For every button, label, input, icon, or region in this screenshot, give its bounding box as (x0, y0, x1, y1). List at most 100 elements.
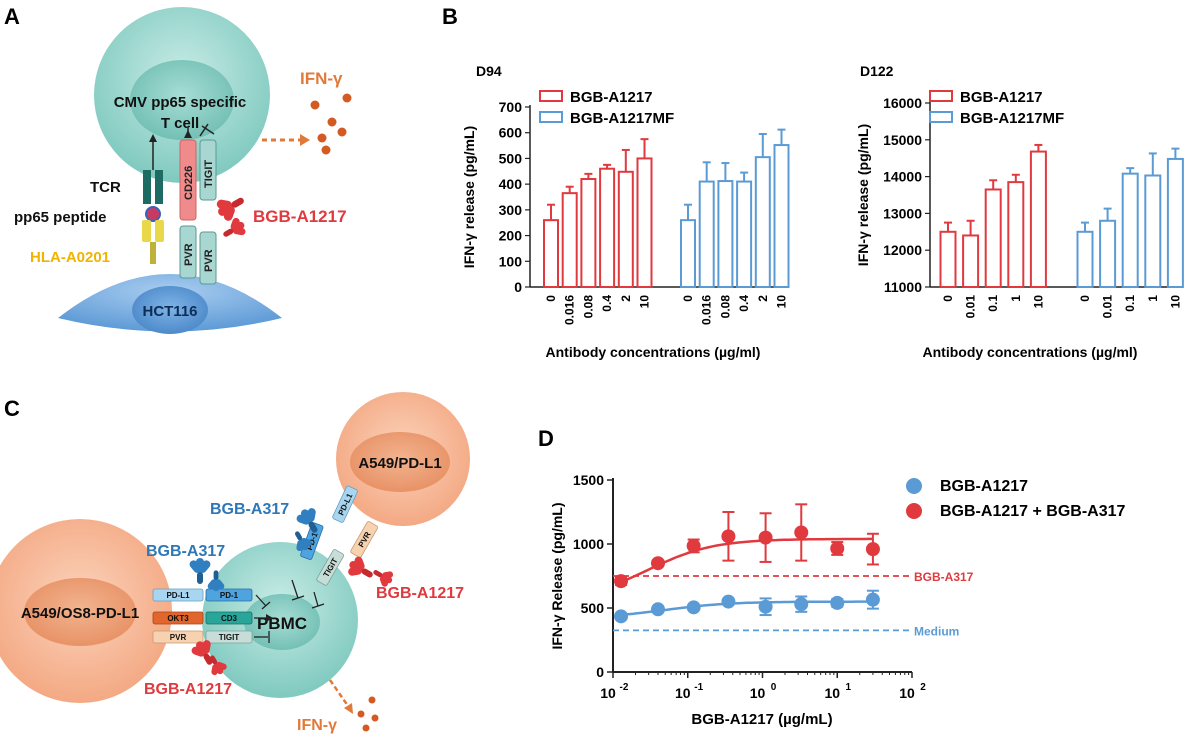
t-cell-label-line-1: CMV pp65 specific (114, 94, 247, 111)
bar (939, 230, 957, 289)
hct116-label: HCT116 (142, 303, 197, 320)
tcr-chain-beta (155, 170, 163, 204)
chip-pd1-left-label: PD-1 (220, 591, 239, 600)
legend-label: BGB-A1217 (570, 89, 653, 106)
x-tick-label: 0.1 (986, 295, 1000, 312)
ifn-arrow-c (328, 679, 350, 707)
a549-os8-nucleus (24, 578, 136, 646)
x-tick-label: 0 (1078, 295, 1092, 302)
bar (680, 219, 696, 288)
bar (773, 144, 790, 288)
y-tick-label: 300 (499, 202, 523, 218)
x-tick-label: 0.01 (1101, 295, 1115, 319)
bar (1007, 181, 1025, 288)
panel-a: A HCT116 CMV pp65 specific T cell IFN-γ … (4, 4, 352, 334)
chip-cd3-label: CD3 (221, 614, 238, 623)
bar (1076, 230, 1094, 289)
bgb-a317-top-label: BGB-A317 (210, 501, 289, 518)
x-tick-label: 10 (675, 685, 691, 701)
panel-b-label: B (442, 4, 458, 29)
y-axis-label: IFN-γ release (pg/mL) (461, 126, 477, 268)
y-tick-label: 700 (499, 99, 523, 115)
bgb-a1217-label: BGB-A1217 (253, 207, 347, 226)
pvr-ligand-1 (179, 225, 197, 279)
bar (984, 188, 1002, 288)
x-tick-exponent: 0 (771, 682, 777, 693)
data-point (721, 594, 736, 609)
data-point (651, 602, 666, 617)
x-tick-label: 0.4 (737, 295, 751, 312)
ifn-dot (371, 714, 379, 722)
reference-line-label: Medium (914, 624, 959, 638)
data-point (686, 538, 701, 553)
cd3-arrowhead (266, 614, 273, 622)
x-tick-label: 2 (756, 295, 770, 302)
bar (580, 178, 597, 288)
ifn-dot (327, 117, 337, 127)
x-tick-label: 0.016 (700, 295, 714, 325)
x-axis-label: BGB-A1217 (µg/mL) (691, 711, 832, 728)
legend-label: BGB-A1217 (960, 89, 1043, 106)
cd226-arrowhead (184, 130, 192, 138)
x-tick-label: 0.01 (964, 295, 978, 319)
chart-title: D94 (476, 63, 502, 79)
x-tick-label: 10 (824, 685, 840, 701)
chip-pdl1-left-label: PD-L1 (166, 591, 190, 600)
x-tick-label: 0.08 (581, 295, 595, 319)
panel-a-label: A (4, 4, 20, 29)
bar (1099, 219, 1117, 288)
tcr-label: TCR (90, 179, 121, 196)
legend-swatch (929, 111, 953, 123)
ifn-dot (337, 127, 347, 137)
y-tick-label: 500 (499, 150, 523, 166)
ifn-arrowhead-c (344, 703, 353, 714)
pp65-peptide-label: pp65 peptide (14, 209, 107, 226)
hct116-nucleus (132, 286, 208, 334)
chart-title: D122 (860, 63, 894, 79)
pp65-peptide (145, 206, 161, 222)
x-tick-label: 10 (775, 295, 789, 309)
y-tick-label: 400 (499, 176, 523, 192)
bar (736, 180, 753, 288)
x-tick-label: 1 (1146, 295, 1160, 302)
data-point (865, 592, 880, 607)
chip-okt3-label: OKT3 (167, 614, 189, 623)
tigit-label: TIGIT (203, 160, 215, 188)
data-point (721, 529, 736, 544)
x-tick-label: 0 (544, 295, 558, 302)
legend-swatch (539, 90, 563, 102)
panel-d-label: D (538, 426, 554, 451)
data-point (614, 574, 629, 589)
chip-pvr-left-label: PVR (170, 633, 187, 642)
legend-label: BGB-A1217 (940, 478, 1028, 495)
chip-pvr-top: PVR (350, 521, 379, 558)
ifn-dot (368, 696, 376, 704)
data-point (651, 556, 666, 571)
pd1-top-inhibition-bar (291, 595, 305, 601)
legend-label: BGB-A1217 + BGB-A317 (940, 503, 1126, 520)
x-tick-label: 0 (941, 295, 955, 302)
x-tick-label: 0.08 (718, 295, 732, 319)
bar (1121, 172, 1139, 289)
bgb-a1217-antibody-icon (212, 187, 251, 226)
ifn-label: IFN-γ (300, 69, 343, 88)
cd226-label: CD226 (183, 166, 195, 200)
ifn-dot (357, 710, 365, 718)
legend-swatch (539, 111, 563, 123)
bgb-a317-left-label: BGB-A317 (146, 543, 225, 560)
panel-c-label: C (4, 396, 20, 421)
chip-tigit-left (205, 630, 253, 644)
panel-c: C A549/PD-L1 A549/OS8-PD-L1 PBMC PD-L1 P… (0, 392, 470, 734)
x-tick-label: 10 (1031, 295, 1045, 309)
bar (717, 180, 734, 288)
tcr-arrowhead (149, 134, 157, 142)
y-tick-label: 15000 (883, 132, 922, 148)
chip-tigit-left-label: TIGIT (219, 633, 240, 642)
data-point (865, 542, 880, 557)
a549-os8-label: A549/OS8-PD-L1 (21, 605, 139, 622)
bgb-a1217-antibody-icon (343, 552, 379, 587)
y-tick-label: 0 (514, 279, 522, 295)
